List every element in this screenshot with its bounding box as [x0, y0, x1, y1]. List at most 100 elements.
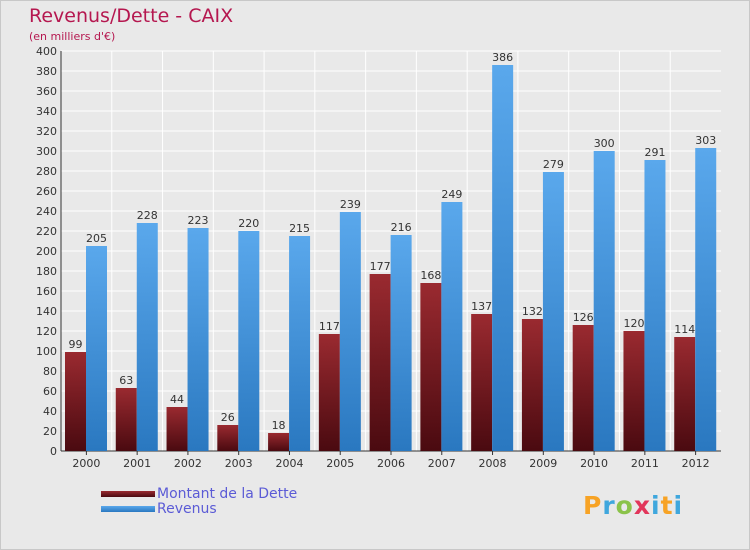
bar-revenue-2012	[695, 148, 717, 451]
value-label-revenue-2007: 249	[441, 188, 462, 201]
logo-letter: P	[583, 491, 603, 520]
bar-revenue-2007	[441, 202, 463, 451]
bar-debt-2012	[674, 337, 696, 451]
value-label-revenue-2004: 215	[289, 222, 310, 235]
legend-item-revenue: Revenus	[101, 501, 217, 517]
logo-letter: r	[602, 491, 616, 520]
x-tick-label-2011: 2011	[631, 457, 659, 470]
value-label-revenue-2003: 220	[238, 217, 259, 230]
y-tick-label: 340	[36, 105, 57, 118]
y-tick-label: 400	[36, 45, 57, 58]
bar-revenue-2003	[238, 231, 260, 451]
logo-letter: i	[651, 491, 661, 520]
x-tick-label-2008: 2008	[479, 457, 507, 470]
y-tick-label: 380	[36, 65, 57, 78]
legend-swatch-revenue	[101, 506, 155, 512]
x-tick-label-2007: 2007	[428, 457, 456, 470]
y-tick-label: 220	[36, 225, 57, 238]
y-tick-label: 240	[36, 205, 57, 218]
bar-revenue-2009	[542, 172, 564, 451]
y-tick-label: 20	[43, 425, 57, 438]
chart-title: Revenus/Dette - CAIX	[29, 5, 234, 27]
value-label-debt-2009: 132	[522, 305, 543, 318]
y-tick-label: 100	[36, 345, 57, 358]
value-label-revenue-2006: 216	[391, 221, 412, 234]
value-label-debt-2010: 126	[573, 311, 594, 324]
y-tick-label: 120	[36, 325, 57, 338]
y-tick-label: 320	[36, 125, 57, 138]
y-tick-label: 260	[36, 185, 57, 198]
logo-letter: i	[673, 491, 684, 520]
y-tick-label: 80	[43, 365, 57, 378]
value-label-revenue-2009: 279	[543, 158, 564, 171]
bar-debt-2007	[420, 283, 442, 451]
x-tick-label-2001: 2001	[123, 457, 151, 470]
x-tick-label-2003: 2003	[225, 457, 253, 470]
logo-letter: x	[633, 491, 651, 520]
value-label-debt-2012: 114	[674, 323, 695, 336]
legend-item-debt: Montant de la Dette	[101, 486, 297, 502]
value-label-debt-2001: 63	[119, 374, 133, 387]
y-tick-label: 140	[36, 305, 57, 318]
value-label-revenue-2005: 239	[340, 198, 361, 211]
y-tick-label: 160	[36, 285, 57, 298]
x-tick-label-2005: 2005	[326, 457, 354, 470]
value-label-debt-2000: 99	[69, 338, 83, 351]
bar-debt-2010	[572, 325, 594, 451]
bar-revenue-2006	[390, 235, 412, 451]
bar-revenue-2004	[289, 236, 311, 451]
value-label-revenue-2002: 223	[188, 214, 209, 227]
y-tick-label: 200	[36, 245, 57, 258]
value-label-revenue-2008: 386	[492, 51, 513, 64]
legend-label-revenue: Revenus	[157, 501, 217, 517]
value-label-debt-2011: 120	[623, 317, 644, 330]
bar-revenue-2000	[86, 246, 107, 451]
y-tick-label: 0	[50, 445, 57, 458]
data-labels: 99 205 63 228 44 223 26 220 18 215 117 239 177 216 168…	[69, 51, 717, 432]
bar-revenue-2005	[339, 212, 361, 451]
y-tick-label: 180	[36, 265, 57, 278]
value-label-debt-2005: 117	[319, 320, 340, 333]
chart-subtitle: (en milliers d'€)	[29, 30, 116, 43]
x-tick-label-2002: 2002	[174, 457, 202, 470]
value-label-debt-2007: 168	[420, 269, 441, 282]
y-tick-label: 300	[36, 145, 57, 158]
y-tick-label: 360	[36, 85, 57, 98]
bar-debt-2011	[623, 331, 645, 451]
value-label-revenue-2012: 303	[695, 134, 716, 147]
logo-letter: t	[660, 491, 674, 520]
legend-label-debt: Montant de la Dette	[157, 486, 298, 502]
value-label-revenue-2000: 205	[86, 232, 107, 245]
x-tick-label-2004: 2004	[275, 457, 303, 470]
bar-debt-2006	[369, 274, 391, 451]
x-tick-label-2000: 2000	[72, 457, 100, 470]
bar-debt-2000	[65, 352, 86, 451]
proxiti-logo: Proxiti	[583, 491, 683, 520]
bar-debt-2008	[471, 314, 493, 451]
bars	[65, 65, 717, 451]
value-label-debt-2006: 177	[370, 260, 391, 273]
legend-swatch-debt	[101, 491, 155, 497]
value-label-debt-2004: 18	[272, 419, 286, 432]
y-tick-label: 60	[43, 385, 57, 398]
logo-letter: o	[615, 491, 634, 520]
value-label-debt-2003: 26	[221, 411, 235, 424]
bar-revenue-2008	[492, 65, 514, 451]
bar-debt-2004	[268, 433, 290, 451]
value-label-debt-2008: 137	[471, 300, 492, 313]
bar-revenue-2002	[187, 228, 209, 451]
bar-debt-2009	[521, 319, 543, 451]
x-tick-label-2012: 2012	[682, 457, 710, 470]
y-tick-label: 40	[43, 405, 57, 418]
bar-debt-2005	[318, 334, 340, 451]
x-tick-label-2010: 2010	[580, 457, 608, 470]
bar-debt-2003	[217, 425, 239, 451]
x-tick-label-2006: 2006	[377, 457, 405, 470]
bar-revenue-2001	[136, 223, 158, 451]
value-label-revenue-2011: 291	[644, 146, 665, 159]
x-tick-label-2009: 2009	[529, 457, 557, 470]
value-label-debt-2002: 44	[170, 393, 184, 406]
bar-debt-2001	[115, 388, 137, 451]
bar-chart: 0 20 40 60 80 100 120 140 160 180 200 220 240 260 280 3…	[36, 45, 721, 470]
